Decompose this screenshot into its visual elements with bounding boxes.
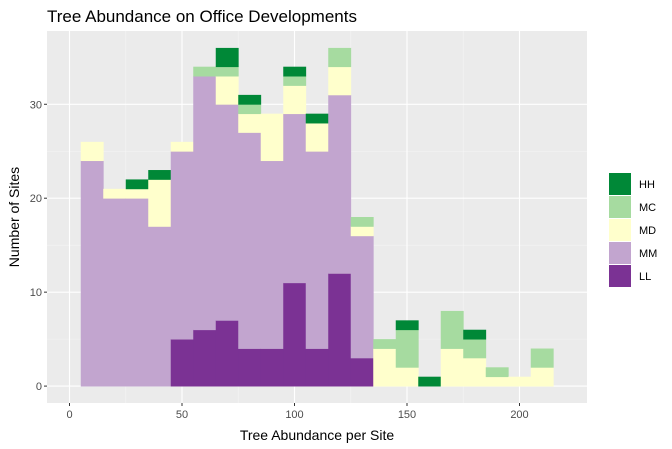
bar-segment-md: [350, 226, 374, 237]
y-axis: 0 10 20 30: [30, 99, 47, 393]
bar-segment-ll: [215, 320, 239, 387]
bar-segment-md: [238, 113, 262, 133]
x-axis-title: Tree Abundance per Site: [240, 427, 395, 443]
bar-segment-hh: [125, 179, 149, 190]
x-tick-label: 0: [66, 409, 72, 421]
bar-segment-md: [328, 66, 352, 96]
bar-segment-hh: [463, 329, 487, 340]
bar-segment-hh: [418, 376, 442, 387]
legend-swatch-md: [609, 219, 631, 241]
bar-segment-hh: [283, 66, 307, 77]
legend-swatch-mm: [609, 242, 631, 264]
bar-segment-mm: [80, 160, 104, 387]
bar-segment-md: [80, 141, 104, 162]
bar-segment-md: [148, 179, 172, 227]
bar-segment-hh: [238, 94, 262, 105]
legend-swatch-mc: [609, 196, 631, 218]
legend-label-mc: MC: [639, 202, 656, 214]
bar-segment-mc: [193, 66, 217, 77]
y-tick-label: 0: [36, 381, 42, 393]
bars: [80, 47, 554, 387]
bar-segment-ll: [350, 357, 374, 387]
bar-segment-mm: [283, 113, 307, 284]
bar-segment-mc: [350, 217, 374, 227]
bar-segment-mm: [215, 104, 239, 321]
bar-segment-mc: [530, 348, 554, 368]
bar-segment-md: [508, 376, 532, 387]
x-tick-label: 200: [510, 409, 528, 421]
bar-segment-hh: [215, 47, 239, 68]
bar-segment-mc: [485, 367, 509, 378]
bar-segment-ll: [283, 282, 307, 387]
y-tick-label: 10: [30, 287, 42, 299]
bar-segment-mc: [238, 104, 262, 115]
y-tick-label: 20: [30, 193, 42, 205]
bar-segment-mc: [395, 329, 419, 368]
legend-swatch-ll: [609, 265, 631, 287]
legend-swatch-hh: [609, 173, 631, 195]
bar-segment-md: [463, 357, 487, 387]
bar-segment-mm: [193, 76, 217, 331]
bar-segment-ll: [238, 348, 262, 387]
bar-segment-md: [103, 188, 127, 199]
bar-segment-md: [530, 367, 554, 387]
bar-segment-mc: [373, 339, 397, 349]
x-tick-label: 150: [398, 409, 416, 421]
bar-segment-hh: [395, 320, 419, 331]
bar-segment-mc: [440, 310, 464, 349]
bar-segment-mm: [350, 235, 374, 359]
bar-segment-ll: [193, 329, 217, 387]
bar-segment-mc: [215, 66, 239, 77]
bar-segment-mm: [148, 226, 172, 387]
bar-segment-ll: [170, 339, 194, 387]
bar-segment-mm: [305, 151, 329, 349]
bar-segment-md: [395, 367, 419, 387]
bar-segment-ll: [328, 273, 352, 387]
bar-segment-mc: [283, 76, 307, 86]
bar-segment-ll: [260, 348, 284, 387]
bar-segment-mm: [328, 94, 352, 274]
legend-label-hh: HH: [639, 179, 655, 191]
bar-segment-md: [485, 376, 509, 387]
bar-segment-mm: [238, 132, 262, 349]
y-tick-label: 30: [30, 99, 42, 111]
legend-label-mm: MM: [639, 248, 657, 260]
bar-segment-md: [440, 348, 464, 387]
bar-segment-mc: [463, 339, 487, 359]
bar-segment-mc: [328, 47, 352, 68]
legend-label-md: MD: [639, 225, 656, 237]
bar-segment-md: [305, 123, 329, 152]
bar-segment-md: [373, 348, 397, 387]
bar-segment-md: [125, 188, 149, 199]
x-axis: 0 50 100 150 200: [66, 403, 529, 421]
legend-label-ll: LL: [639, 271, 651, 283]
bar-segment-md: [283, 85, 307, 115]
bar-segment-hh: [305, 113, 329, 124]
bar-segment-mm: [125, 198, 149, 387]
bar-segment-ll: [305, 348, 329, 387]
bar-segment-md: [170, 141, 194, 152]
bar-segment-mm: [103, 198, 127, 387]
x-tick-label: 100: [285, 409, 303, 421]
chart-title: Tree Abundance on Office Developments: [47, 7, 357, 26]
x-tick-label: 50: [176, 409, 188, 421]
bar-segment-hh: [148, 170, 172, 180]
bar-segment-md: [215, 76, 239, 105]
bar-segment-mm: [170, 151, 194, 340]
legend: HH MC MD MM LL: [609, 173, 657, 287]
y-axis-title: Number of Sites: [6, 167, 22, 267]
bar-segment-mm: [260, 160, 284, 349]
bar-segment-md: [260, 113, 284, 162]
